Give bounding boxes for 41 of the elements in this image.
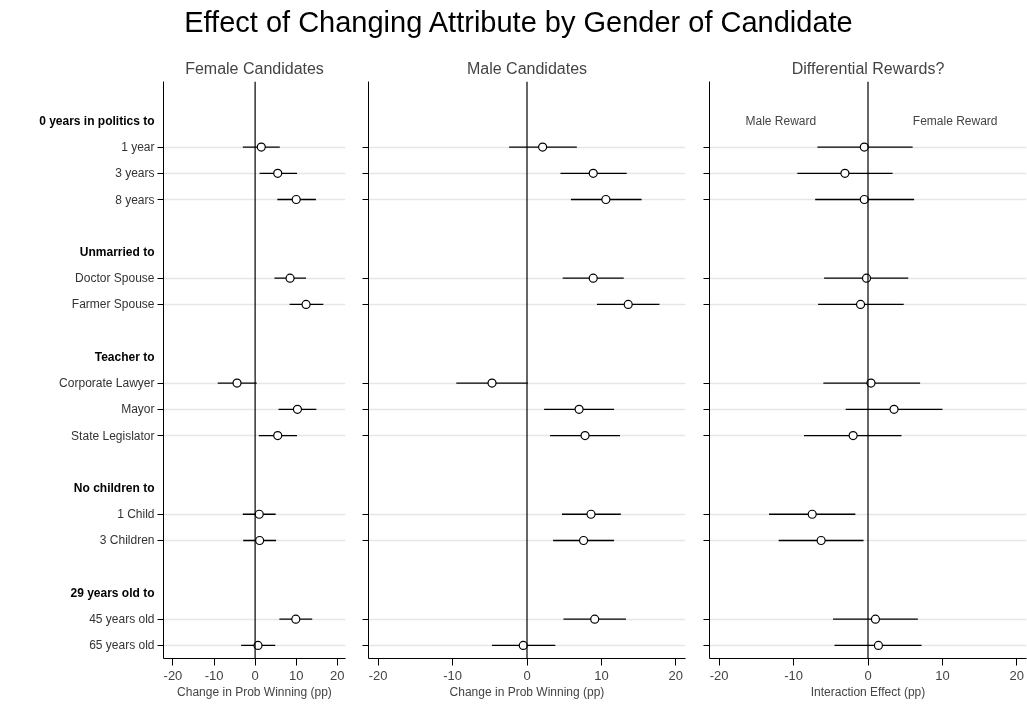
x-tick-label: -20	[709, 667, 729, 683]
y-tick-label: 0 years in politics to	[39, 113, 155, 128]
x-tick-label: 10	[935, 667, 950, 683]
y-tick-label: No children to	[73, 481, 155, 496]
y-tick-label: 1 Child	[117, 507, 155, 522]
chart-subtitle: Female Candidates	[185, 59, 324, 77]
y-tick-label: 3 years	[115, 166, 155, 181]
x-tick-label: -20	[163, 667, 183, 683]
chart-subtitle: Differential Rewards?	[791, 59, 945, 77]
y-tick-label: 45 years old	[89, 612, 155, 627]
y-tick-label: 3 Children	[99, 533, 155, 548]
x-axis-title: Change in Prob Winning (pp)	[177, 684, 332, 699]
y-tick-label: Teacher to	[94, 349, 155, 364]
x-tick-label: -10	[443, 667, 462, 683]
y-tick-label: Farmer Spouse	[71, 297, 155, 312]
annotation: Female Reward	[912, 113, 998, 128]
y-tick-label: 8 years	[115, 192, 155, 207]
text: Effect of Changing Attribute by Gender of Candidate	[184, 5, 853, 40]
x-tick-label: -10	[784, 667, 803, 683]
y-tick-label: Corporate Lawyer	[59, 376, 155, 391]
y-tick-label: 65 years old	[89, 638, 155, 653]
x-axis-title: Change in Prob Winning (pp)	[449, 684, 605, 699]
y-tick-label: 29 years old to	[70, 585, 155, 600]
x-tick-label: 20	[668, 667, 684, 683]
x-tick-label: -20	[368, 667, 388, 683]
x-tick-label: 10	[288, 667, 304, 683]
y-tick-label: Mayor	[121, 402, 155, 417]
x-tick-label: 20	[330, 667, 345, 683]
y-tick-label: State Legislator	[71, 428, 155, 443]
annotation: Male Reward	[745, 113, 817, 128]
x-axis-title: Interaction Effect (pp)	[810, 684, 926, 699]
y-tick-label: Doctor Spouse	[75, 271, 155, 286]
x-tick-label: 20	[1009, 667, 1025, 683]
x-tick-label: 10	[594, 667, 609, 683]
x-tick-label: -10	[204, 667, 224, 683]
x-tick-label: 0	[864, 667, 872, 683]
chart-subtitle: Male Candidates	[466, 59, 588, 77]
x-tick-label: 0	[523, 667, 531, 683]
y-tick-label: Unmarried to	[79, 244, 155, 259]
y-tick-label: 1 year	[121, 140, 155, 155]
x-tick-label: 0	[251, 667, 259, 683]
